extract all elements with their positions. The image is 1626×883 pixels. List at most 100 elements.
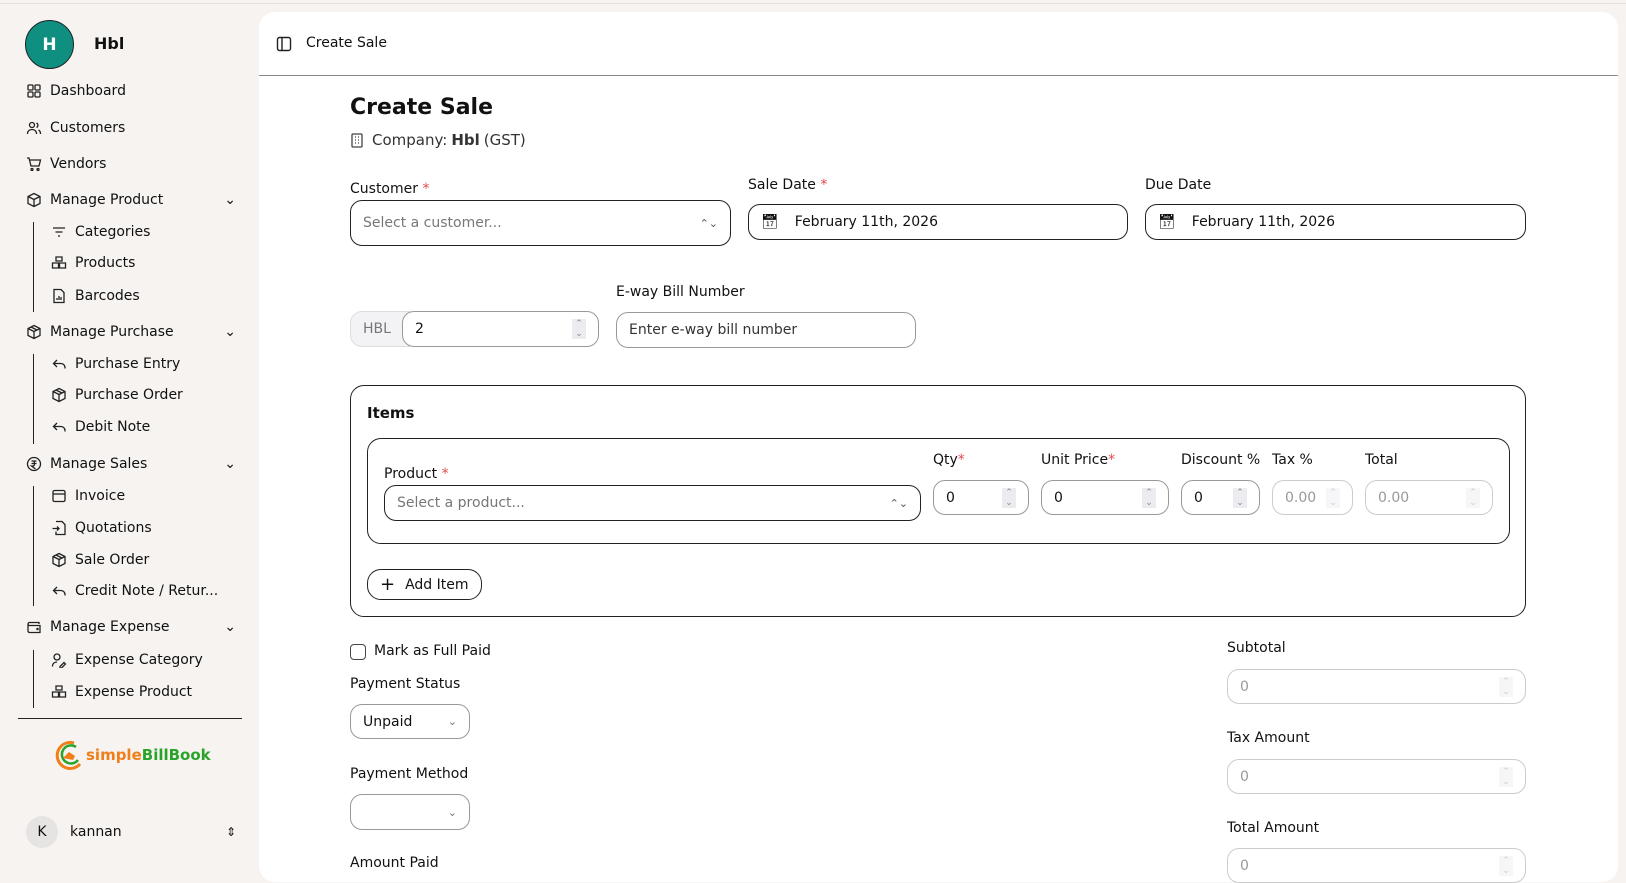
chevron-down-icon[interactable]: ⌄: [224, 619, 236, 635]
tax-amount-label: Tax Amount: [1227, 730, 1310, 746]
sidebar-item-dashboard[interactable]: Dashboard: [26, 80, 236, 102]
discount-input[interactable]: 0 ⌃ ⌄: [1181, 480, 1260, 515]
dashboard-icon: [27, 84, 41, 98]
sidebar-item-label: Quotations: [75, 520, 152, 536]
subtotal-input: 0 ⌃ ⌄: [1227, 669, 1526, 704]
undo-icon: [52, 586, 66, 596]
sidebar-item-label: Purchase Entry: [75, 356, 181, 372]
stepper-icon[interactable]: ⌃ ⌄: [1002, 487, 1016, 508]
header-divider: [259, 75, 1618, 76]
eway-label: E-way Bill Number: [616, 284, 745, 300]
sidebar-item-label: Customers: [50, 120, 126, 136]
stepper-icon: ⌃ ⌄: [1499, 855, 1513, 876]
sidebar-toggle-icon[interactable]: [276, 36, 292, 52]
window-top-bar: [0, 0, 1626, 4]
chevron-down-icon[interactable]: ⌄: [224, 324, 236, 340]
nav-guide-line: [33, 650, 34, 708]
sidebar-item-manage-product[interactable]: Manage Product ⌄: [26, 189, 236, 211]
payment-method-select[interactable]: ⌄: [350, 794, 470, 830]
nav-guide-line: [33, 486, 34, 606]
sidebar-item-label: Manage Sales: [50, 456, 148, 472]
sidebar-item-label: Invoice: [75, 488, 126, 504]
nav-guide-line: [33, 354, 34, 444]
payment-method-label: Payment Method: [350, 766, 469, 782]
package-icon: [27, 324, 41, 340]
package-icon: [52, 387, 66, 403]
main-panel: [259, 12, 1618, 882]
product-label: Product *: [384, 466, 449, 482]
due-date-label: Due Date: [1145, 177, 1212, 193]
required-mark: *: [422, 181, 430, 197]
page-title: Create Sale: [350, 95, 494, 120]
unit-price-label: Unit Price*: [1041, 452, 1116, 468]
total-input: 0.00 ⌃ ⌄: [1365, 480, 1493, 515]
chevrons-up-down-icon: ⌃⌄: [699, 216, 718, 230]
qty-input[interactable]: 0 ⌃ ⌄: [933, 480, 1029, 515]
sale-date-picker[interactable]: 📅︎ February 11th, 2026: [748, 204, 1128, 240]
stepper-icon: ⌃ ⌄: [1466, 487, 1480, 508]
total-amount-input: 0 ⌃ ⌄: [1227, 848, 1526, 883]
payment-status-select[interactable]: Unpaid ⌄: [350, 704, 470, 739]
customer-select[interactable]: Select a customer... ⌃⌄: [350, 200, 731, 246]
sidebar-item-quotations[interactable]: Quotations: [51, 517, 231, 539]
user-menu[interactable]: K kannan ⇕: [26, 816, 236, 848]
sidebar-item-barcodes[interactable]: Barcodes: [51, 285, 231, 307]
wallet-icon: [27, 621, 41, 634]
calendar-icon: 📅︎: [761, 214, 779, 230]
undo-icon: [52, 422, 66, 432]
sidebar-item-customers[interactable]: Customers: [26, 117, 236, 139]
add-item-button[interactable]: + Add Item: [367, 569, 482, 600]
boxes-icon: [51, 256, 67, 269]
due-date-picker[interactable]: 📅︎ February 11th, 2026: [1145, 204, 1526, 240]
sidebar-item-invoice[interactable]: Invoice: [51, 485, 231, 507]
nav-guide-line: [33, 222, 34, 312]
sidebar-item-label: Categories: [75, 224, 151, 240]
chevron-down-icon[interactable]: ⌄: [224, 456, 236, 472]
chevron-down-icon[interactable]: ⌄: [224, 192, 236, 208]
unit-price-input[interactable]: 0 ⌃ ⌄: [1041, 480, 1169, 515]
sidebar-item-manage-expense[interactable]: Manage Expense ⌄: [26, 616, 236, 638]
sidebar-item-manage-purchase[interactable]: Manage Purchase ⌄: [26, 321, 236, 343]
required-mark: *: [1108, 452, 1116, 468]
sidebar-item-products[interactable]: Products: [51, 252, 231, 274]
tax-label: Tax %: [1272, 452, 1313, 468]
user-avatar: K: [26, 816, 58, 848]
sidebar-item-sale-order[interactable]: Sale Order: [51, 549, 231, 571]
eway-bill-input[interactable]: Enter e-way bill number: [616, 312, 916, 348]
mark-full-paid-checkbox[interactable]: [350, 644, 366, 660]
sale-date-label: Sale Date *: [748, 177, 828, 193]
calendar-icon: 📅︎: [1158, 214, 1176, 230]
subtotal-label: Subtotal: [1227, 640, 1286, 656]
sidebar-item-categories[interactable]: Categories: [51, 221, 231, 243]
file-chart-icon: [53, 288, 65, 304]
invoice-prefix: HBL: [350, 311, 410, 347]
sidebar-item-purchase-entry[interactable]: Purchase Entry: [51, 353, 231, 375]
required-mark: *: [957, 452, 965, 468]
building-icon: [351, 132, 363, 148]
invoice-number-input[interactable]: 2 ⌃ ⌄: [402, 311, 599, 347]
product-select[interactable]: Select a product... ⌃⌄: [384, 485, 921, 521]
tax-input: 0.00 ⌃ ⌄: [1272, 480, 1353, 515]
company-avatar[interactable]: H: [25, 20, 74, 69]
stepper-icon[interactable]: ⌃ ⌄: [1233, 487, 1247, 508]
sidebar-item-purchase-order[interactable]: Purchase Order: [51, 384, 231, 406]
required-mark: *: [820, 177, 828, 193]
sidebar-item-manage-sales[interactable]: Manage Sales ⌄: [26, 453, 236, 475]
file-import-icon: [52, 520, 66, 536]
sidebar-item-expense-category[interactable]: Expense Category: [51, 649, 231, 671]
customer-label: Customer *: [350, 181, 430, 197]
undo-icon: [52, 359, 66, 369]
simplebillbook-logo: simple BillBook: [52, 738, 211, 772]
tax-amount-input: 0 ⌃ ⌄: [1227, 759, 1526, 794]
sidebar-item-vendors[interactable]: Vendors: [26, 153, 236, 175]
sidebar-item-debit-note[interactable]: Debit Note: [51, 416, 231, 438]
sidebar-item-expense-product[interactable]: Expense Product: [51, 681, 231, 703]
stepper-icon[interactable]: ⌃ ⌄: [572, 319, 586, 339]
stepper-icon[interactable]: ⌃ ⌄: [1142, 487, 1156, 508]
package-icon: [52, 552, 66, 568]
total-amount-label: Total Amount: [1227, 820, 1320, 836]
chevrons-up-down-icon: ⇕: [225, 825, 236, 839]
boxes-icon: [51, 685, 67, 698]
sidebar-item-credit-note-retur[interactable]: Credit Note / Retur...: [51, 580, 231, 602]
amount-paid-label: Amount Paid: [350, 855, 439, 871]
